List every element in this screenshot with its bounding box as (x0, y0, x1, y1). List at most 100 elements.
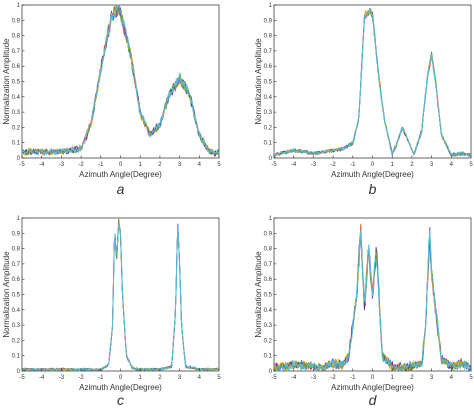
panel-d-x-tick-label: 1 (391, 375, 395, 381)
panel-b-y-tick-label: 0.6 (264, 64, 273, 70)
panel-d-x-tick-label: -5 (271, 375, 277, 381)
panel-b-x-tick-label: -4 (291, 162, 297, 168)
panel-c-y-tick-label: 0.3 (12, 323, 21, 329)
panel-b-x-tick-label: 1 (391, 162, 395, 168)
panel-b-y-tick-label: 0.2 (264, 125, 273, 131)
panel-a-series (21, 4, 220, 157)
panel-d-x-tick-label: 4 (450, 375, 454, 381)
panel-a-x-ticks: -5 -4 -3 -2 -1 0 1 2 3 4 5 (19, 155, 221, 168)
panel-d-y-tick-label: 0.8 (264, 247, 273, 253)
panel-d-y-tick-label: 0.7 (264, 262, 273, 268)
panel-b-x-tick-label: -1 (350, 162, 356, 168)
panel-d-x-tick-label: 5 (469, 375, 473, 381)
panel-a-x-tick-label: -2 (78, 162, 84, 168)
panel-b-y-tick-label: 0.1 (264, 141, 273, 147)
panel-b-x-ticks: -5 -4 -3 -2 -1 0 1 2 3 4 5 (271, 155, 473, 168)
panel-c-x-tick-label: 0 (119, 375, 123, 381)
panel-c-x-tick-label: -5 (19, 375, 25, 381)
panel-b-y-tick-label: 0.3 (264, 110, 273, 116)
panel-a-y-axis-label: Normalization Amplitude (2, 38, 11, 125)
panel-a-x-tick-label: 4 (198, 162, 202, 168)
panel-d-y-ticks: 0 0.1 0.2 0.3 0.4 0.5 0.6 0.7 0.8 0.9 1 (264, 216, 277, 375)
panel-c-y-tick-label: 0.4 (12, 308, 21, 314)
panel-c-y-tick-label: 0.7 (12, 262, 21, 268)
panel-b-y-tick-label: 0.5 (264, 80, 273, 86)
panel-a-y-tick-label: 1 (17, 3, 21, 9)
panel-b-series-line-6 (273, 8, 472, 157)
panel-d-y-axis-label: Normalization Amplitude (254, 251, 263, 338)
panel-a-series-line-6 (21, 4, 220, 156)
panel-c-x-axis-label: Azimuth Angle(Degree) (79, 383, 162, 392)
panel-c-x-ticks: -5 -4 -3 -2 -1 0 1 2 3 4 5 (19, 368, 221, 381)
panel-a-y-tick-label: 0 (17, 156, 21, 162)
panel-b-y-tick-label: 1 (269, 3, 273, 9)
panel-a-y-tick-label: 0.2 (12, 125, 21, 131)
panel-b-y-axis-label: Normalization Amplitude (254, 38, 263, 125)
panel-d-y-tick-label: 0.5 (264, 293, 273, 299)
panel-c-letter: c (117, 392, 124, 408)
panel-d-y-tick-label: 0.2 (264, 338, 273, 344)
panel-b-x-tick-label: -5 (271, 162, 277, 168)
panel-d-y-tick-label: 0.9 (264, 231, 273, 237)
panel-d-y-tick-label: 0.6 (264, 277, 273, 283)
panel-c-x-tick-label: -1 (98, 375, 104, 381)
panel-d-x-ticks: -5 -4 -3 -2 -1 0 1 2 3 4 5 (271, 368, 473, 381)
panel-c-y-tick-label: 0.2 (12, 338, 21, 344)
panel-a-y-tick-label: 0.5 (12, 80, 21, 86)
panel-b-x-axis-label: Azimuth Angle(Degree) (331, 170, 414, 179)
panel-b-x-tick-label: 4 (450, 162, 454, 168)
panel-d: -5 -4 -3 -2 -1 0 1 2 3 4 5 00.10.20.30.40.50.60.70… (254, 216, 473, 408)
panel-a: -5 -4 -3 -2 -1 0 1 2 3 4 5 00.10.20.30.40.50.60.70… (2, 3, 221, 197)
panel-c-x-tick-label: 4 (198, 375, 202, 381)
panel-a-y-tick-label: 0.9 (12, 18, 21, 24)
panel-d-x-tick-label: -4 (291, 375, 297, 381)
panel-d-x-axis-label: Azimuth Angle(Degree) (331, 383, 414, 392)
panel-c-x-tick-label: -3 (59, 375, 65, 381)
panel-b-x-tick-label: -3 (311, 162, 317, 168)
panel-a-x-axis-label: Azimuth Angle(Degree) (79, 170, 162, 179)
panel-c-y-axis-label: Normalization Amplitude (2, 251, 11, 338)
panel-c: -5 -4 -3 -2 -1 0 1 2 3 4 5 00.10.20.30.40.50.60.70… (2, 216, 221, 408)
panel-a-y-tick-label: 0.1 (12, 141, 21, 147)
panel-b-y-tick-label: 0.8 (264, 34, 273, 40)
panel-d-y-tick-label: 0.3 (264, 323, 273, 329)
panel-a-y-tick-label: 0.7 (12, 49, 21, 55)
panel-b-plot-area (273, 4, 472, 159)
panel-a-y-tick-label: 0.6 (12, 64, 21, 70)
panel-a-x-tick-label: 2 (158, 162, 162, 168)
panel-a-y-tick-label: 0.3 (12, 110, 21, 116)
panel-a-y-tick-label: 0.8 (12, 34, 21, 40)
panel-b-y-tick-label: 0.7 (264, 49, 273, 55)
panel-d-x-tick-label: 0 (371, 375, 375, 381)
panel-d-x-tick-label: -2 (330, 375, 336, 381)
panel-d-x-tick-label: -3 (311, 375, 317, 381)
panel-a-y-tick-label: 0.4 (12, 95, 21, 101)
panel-d-y-tick-label: 1 (269, 216, 273, 222)
panel-b-y-tick-label: 0.4 (264, 95, 273, 101)
panel-a-y-ticks: 0 0.1 0.2 0.3 0.4 0.5 0.6 0.7 0.8 0.9 1 (12, 3, 25, 162)
panel-b-x-tick-label: 5 (469, 162, 473, 168)
panel-b: -5 -4 -3 -2 -1 0 1 2 3 4 5 00.10.20.30.40.50.60.70… (254, 3, 473, 197)
panel-c-series-line-6 (21, 223, 220, 372)
panel-c-y-tick-label: 0 (17, 369, 21, 375)
panel-d-y-tick-label: 0 (269, 369, 273, 375)
panel-c-x-tick-label: 1 (139, 375, 143, 381)
panel-d-y-tick-label: 0.4 (264, 308, 273, 314)
panel-a-x-tick-label: -1 (98, 162, 104, 168)
panel-c-y-tick-label: 0.1 (12, 354, 21, 360)
panel-a-letter: a (117, 181, 125, 197)
panel-d-x-tick-label: 3 (430, 375, 434, 381)
panel-b-y-tick-label: 0.9 (264, 18, 273, 24)
panel-c-x-tick-label: -2 (78, 375, 84, 381)
panel-c-y-tick-label: 0.8 (12, 247, 21, 253)
panel-c-x-tick-label: 5 (217, 375, 221, 381)
panel-a-x-tick-label: 0 (119, 162, 123, 168)
panel-b-x-tick-label: -2 (330, 162, 336, 168)
panel-c-y-tick-label: 0.9 (12, 231, 21, 237)
panel-b-x-tick-label: 3 (430, 162, 434, 168)
panel-c-y-tick-label: 0.5 (12, 293, 21, 299)
panel-a-x-tick-label: -5 (19, 162, 25, 168)
panel-d-x-tick-label: -1 (350, 375, 356, 381)
panel-c-x-tick-label: 3 (178, 375, 182, 381)
